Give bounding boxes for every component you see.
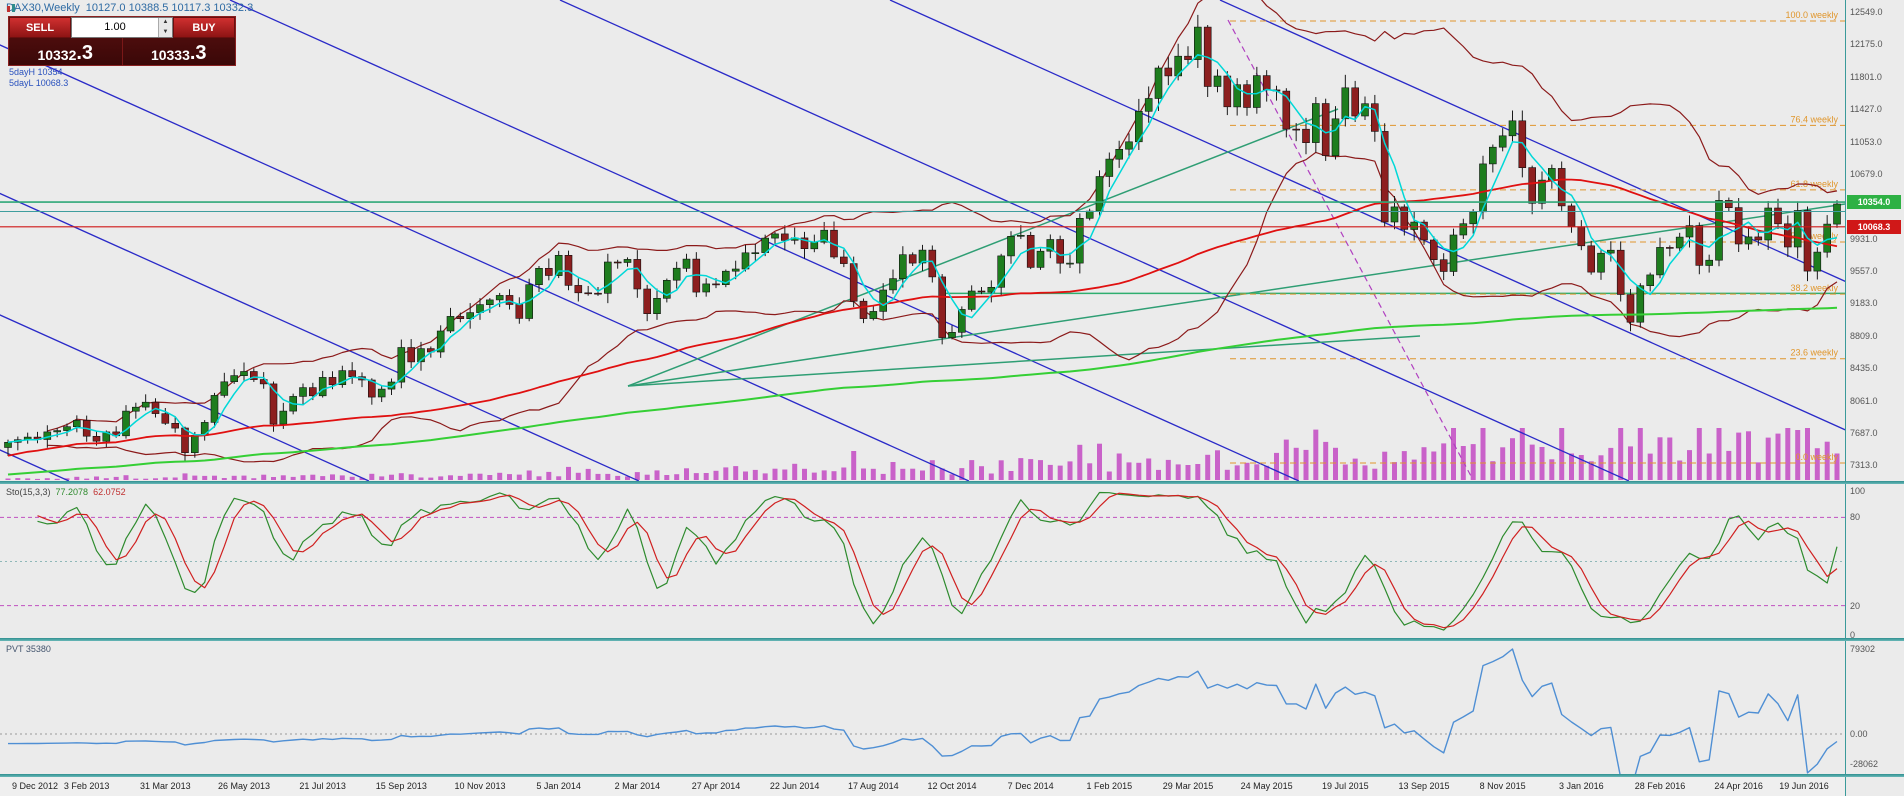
high-price-badge: 10354.0 [1847, 195, 1901, 210]
date-axis-label: 3 Jan 2016 [1559, 781, 1604, 791]
pane-separator[interactable] [0, 638, 1904, 641]
pvt-axis-label: -28062 [1850, 759, 1879, 770]
price-axis-label: 7313.0 [1850, 460, 1878, 471]
date-axis-label: 12 Oct 2014 [927, 781, 977, 791]
price-axis-label: 9183.0 [1850, 298, 1878, 309]
pane-separator[interactable] [0, 774, 1904, 777]
date-axis-label: 22 Jun 2014 [769, 781, 820, 791]
date-axis-label: 31 Mar 2013 [140, 781, 191, 791]
sell-price-frac: .3 [76, 42, 94, 64]
volume-down-button[interactable]: ▼ [159, 27, 172, 37]
main-price-chart[interactable]: 100.0 weekly 76.4 weekly 61.8 weekly 50.0 w… [0, 0, 1845, 481]
ohlc-readout: 10127.0 10388.5 10117.3 10332.3 [85, 2, 254, 14]
price-axis-label: 10679.0 [1850, 168, 1883, 179]
svg-text:38.2 weekly: 38.2 weekly [1790, 283, 1838, 293]
sto-axis-label: 100 [1850, 486, 1866, 496]
date-axis-label: 8 Nov 2015 [1479, 781, 1526, 791]
sell-price-main: 10332 [37, 47, 77, 63]
one-click-trading-panel: SELL 1.00 ▲ ▼ BUY 10332 .3 10333 .3 [8, 16, 236, 66]
buy-price-main: 10333 [150, 47, 190, 63]
price-axis-label: 11801.0 [1850, 71, 1882, 82]
pvt-axis-label: 79302 [1850, 644, 1876, 654]
date-axis-label: 13 Sep 2015 [1398, 781, 1450, 791]
pvt-pane[interactable] [0, 641, 1845, 774]
price-axis-label: 9931.0 [1850, 233, 1878, 244]
stochastic-label: Sto(15,3,3) 77.2078 62.0752 [6, 487, 126, 497]
price-axis-label: 8809.0 [1850, 330, 1878, 341]
price-axis-label: 8435.0 [1850, 363, 1878, 374]
sto-axis-label: 0 [1850, 630, 1856, 640]
volume-input[interactable]: 1.00 [104, 21, 126, 33]
price-axis-label: 7687.0 [1850, 428, 1878, 439]
pvt-axis-label: 0.00 [1850, 729, 1868, 739]
date-axis-label: 21 Jul 2013 [299, 781, 346, 791]
volume-spinner: ▲ ▼ [158, 18, 172, 37]
date-axis-label: 19 Jun 2016 [1779, 781, 1829, 791]
date-axis-label: 7 Dec 2014 [1007, 781, 1054, 791]
svg-text:23.6 weekly: 23.6 weekly [1790, 348, 1838, 358]
date-axis-label: 29 Mar 2015 [1162, 781, 1214, 791]
pane-separator[interactable] [0, 481, 1904, 484]
sell-price-display[interactable]: 10332 .3 [9, 38, 123, 65]
low-price-badge: 10068.3 [1847, 219, 1901, 234]
buy-price-frac: .3 [189, 42, 207, 64]
date-axis-label: 24 May 2015 [1240, 781, 1293, 791]
volume-up-button[interactable]: ▲ [159, 18, 172, 28]
candlestick-icon [7, 3, 15, 12]
buy-button[interactable]: BUY [173, 17, 235, 38]
svg-text:76.4 weekly: 76.4 weekly [1790, 114, 1838, 124]
date-axis-label: 27 Apr 2014 [691, 781, 741, 791]
five-day-high-label: 5dayH 10354 [9, 67, 63, 77]
svg-text:0.0 weekly: 0.0 weekly [1795, 452, 1838, 462]
pvt-label: PVT 35380 [6, 644, 51, 654]
chart-title: DAX30,Weekly 10127.0 10388.5 10117.3 103… [6, 2, 253, 14]
sell-button[interactable]: SELL [9, 17, 71, 38]
buy-price-display[interactable]: 10333 .3 [123, 38, 236, 65]
stochastic-main-value: 77.2078 [55, 487, 89, 497]
price-axis-label: 12175.0 [1850, 39, 1883, 50]
date-axis-label: 24 Apr 2016 [1714, 781, 1763, 791]
five-day-low-label: 5dayL 10068.3 [9, 78, 69, 88]
date-axis-label: 5 Jan 2014 [536, 781, 581, 791]
date-axis-label: 15 Sep 2013 [375, 781, 427, 791]
date-axis-label: 3 Feb 2013 [63, 781, 110, 791]
price-axis: 10354.0 10068.3 12549.0 12175.0 11801.0 114… [1845, 0, 1904, 796]
price-axis-label: 12549.0 [1850, 7, 1883, 17]
svg-text:100.0 weekly: 100.0 weekly [1785, 10, 1838, 20]
date-axis-label: 28 Feb 2016 [1634, 781, 1686, 791]
date-axis-label: 1 Feb 2015 [1086, 781, 1133, 791]
date-axis-label: 10 Nov 2013 [454, 781, 506, 791]
stochastic-name: Sto(15,3,3) [6, 487, 51, 497]
stochastic-pane[interactable] [0, 484, 1845, 638]
svg-text:61.8 weekly: 61.8 weekly [1790, 179, 1838, 189]
date-axis-label: 19 Jul 2015 [1322, 781, 1369, 791]
volume-box: 1.00 ▲ ▼ [71, 17, 173, 38]
date-axis-label: 26 May 2013 [217, 781, 271, 791]
symbol-timeframe: DAX30,Weekly [6, 2, 80, 14]
price-axis-label: 9557.0 [1850, 266, 1878, 277]
price-axis-label: 11053.0 [1850, 136, 1882, 147]
date-axis-label: 2 Mar 2014 [614, 781, 661, 791]
sto-axis-label: 20 [1850, 600, 1861, 611]
date-axis-label: 9 Dec 2012 [11, 781, 59, 791]
sto-axis-label: 80 [1850, 512, 1861, 523]
price-axis-label: 8061.0 [1850, 395, 1878, 406]
date-axis: 9 Dec 2012 3 Feb 2013 31 Mar 2013 26 May 20… [0, 777, 1845, 796]
price-axis-label: 11427.0 [1850, 104, 1882, 115]
date-axis-label: 17 Aug 2014 [848, 781, 899, 791]
svg-text:50.0 weekly: 50.0 weekly [1790, 231, 1838, 241]
stochastic-signal-value: 62.0752 [93, 487, 126, 497]
